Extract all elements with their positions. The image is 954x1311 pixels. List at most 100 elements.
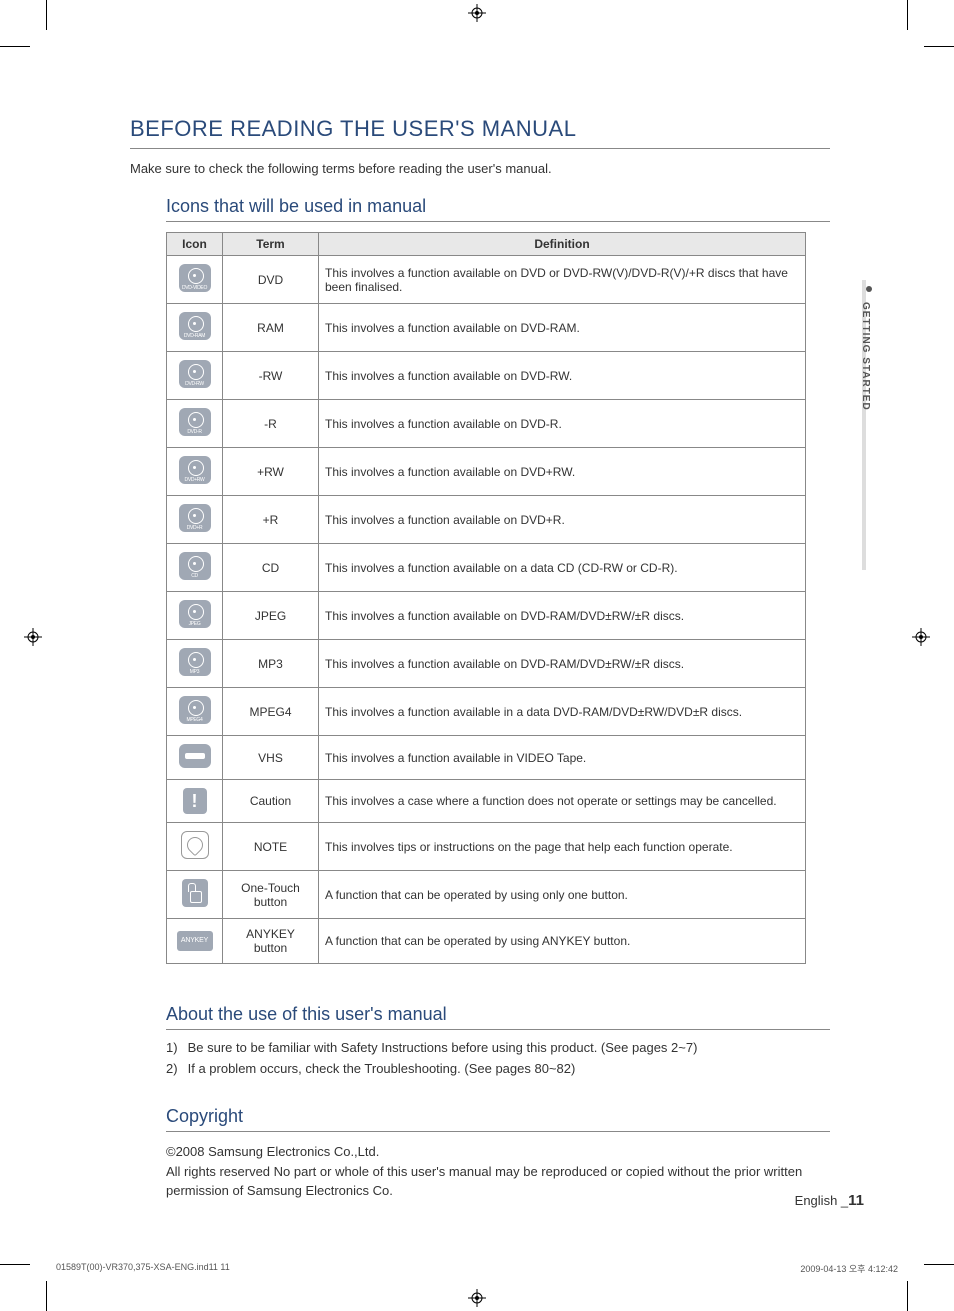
registration-mark-icon [24,628,42,646]
table-header-row: Icon Term Definition [167,233,806,256]
cell-definition: This involves a function available in a … [319,688,806,736]
disc-icon-label: DVD+RW [179,477,211,483]
cell-term: VHS [223,736,319,780]
vhs-icon [179,744,211,768]
crop-mark [924,1264,954,1265]
table-row: DVD-RW -RWThis involves a function availa… [167,352,806,400]
table-row: MP3MP3This involves a function available… [167,640,806,688]
note-icon [181,831,209,859]
list-item-number: 2) [166,1061,184,1076]
registration-mark-icon [468,4,486,22]
table-row: MPEG4MPEG4This involves a function avail… [167,688,806,736]
cell-term: JPEG [223,592,319,640]
disc-icon-label: JPEG [179,621,211,627]
about-list: 1) Be sure to be familiar with Safety In… [166,1040,830,1076]
section-icons-title: Icons that will be used in manual [166,196,830,222]
section-about-title: About the use of this user's manual [166,1004,830,1030]
imprint-left: 01589T(00)-VR370,375-XSA-ENG.ind11 11 [56,1262,230,1275]
table-row: DVD-VIDEODVDThis involves a function ava… [167,256,806,304]
cell-term: NOTE [223,823,319,871]
disc-icon: DVD+RW [179,456,211,484]
list-item-number: 1) [166,1040,184,1055]
page-title: BEFORE READING THE USER'S MANUAL [130,116,830,149]
table-row: ! CautionThis involves a case where a fun… [167,780,806,823]
crop-mark [907,1281,908,1311]
header-icon: Icon [167,233,223,256]
caution-icon: ! [183,788,207,814]
cell-term: MP3 [223,640,319,688]
cell-definition: This involves a function available in VI… [319,736,806,780]
imprint-line: 01589T(00)-VR370,375-XSA-ENG.ind11 11 20… [56,1262,898,1275]
cell-icon: DVD-RW [167,352,223,400]
header-term: Term [223,233,319,256]
crop-mark [46,1281,47,1311]
footer-page-number: 11 [848,1192,864,1209]
table-row: NOTEThis involves tips or instructions o… [167,823,806,871]
cell-icon: DVD+RW [167,448,223,496]
one-touch-icon [182,879,208,907]
cell-icon: CD [167,544,223,592]
crop-mark [0,46,30,47]
intro-text: Make sure to check the following terms b… [130,161,830,176]
disc-icon: DVD+R [179,504,211,532]
cell-term: One-Touch button [223,871,319,919]
cell-icon: DVD-RAM [167,304,223,352]
side-tab-dot-icon [866,286,872,292]
page-footer: English _11 [0,1192,864,1209]
cell-definition: This involves a function available on DV… [319,400,806,448]
list-item: 1) Be sure to be familiar with Safety In… [166,1040,830,1055]
disc-icon-label: DVD-VIDEO [179,285,211,291]
cell-icon: DVD-R [167,400,223,448]
table-row: JPEGJPEGThis involves a function availab… [167,592,806,640]
cell-definition: A function that can be operated by using… [319,871,806,919]
cell-term: RAM [223,304,319,352]
cell-definition: This involves tips or instructions on th… [319,823,806,871]
table-row: ANYKEY ANYKEY buttonA function that can b… [167,919,806,964]
cell-definition: This involves a function available on a … [319,544,806,592]
cell-definition: A function that can be operated by using… [319,919,806,964]
disc-icon-label: CD [179,573,211,579]
cell-term: ANYKEY button [223,919,319,964]
cell-term: Caution [223,780,319,823]
copyright-title: Copyright [166,1106,830,1132]
cell-definition: This involves a function available on DV… [319,496,806,544]
disc-icon: DVD-RW [179,360,211,388]
cell-definition: This involves a function available on DV… [319,640,806,688]
anykey-icon: ANYKEY [177,931,213,951]
disc-icon: DVD-VIDEO [179,264,211,292]
disc-icon: DVD-RAM [179,312,211,340]
cell-icon: ANYKEY [167,919,223,964]
cell-definition: This involves a function available on DV… [319,352,806,400]
disc-icon-label: DVD-R [179,429,211,435]
cell-term: CD [223,544,319,592]
page-content: BEFORE READING THE USER'S MANUAL Make su… [130,116,830,1201]
disc-icon: CD [179,552,211,580]
table-row: CDCDThis involves a function available o… [167,544,806,592]
crop-mark [907,0,908,30]
disc-icon-label: MP3 [179,669,211,675]
imprint-right: 2009-04-13 오후 4:12:42 [800,1262,898,1275]
cell-icon: ! [167,780,223,823]
disc-icon: MP3 [179,648,211,676]
side-tab-label: GETTING STARTED [860,302,871,411]
icons-table: Icon Term Definition DVD-VIDEODVDThis in… [166,232,806,964]
table-row: DVD-R-RThis involves a function availabl… [167,400,806,448]
cell-term: -RW [223,352,319,400]
disc-icon-label: DVD+R [179,525,211,531]
cell-icon [167,736,223,780]
cell-icon: DVD+R [167,496,223,544]
disc-icon: DVD-R [179,408,211,436]
cell-term: +RW [223,448,319,496]
table-row: DVD+R+RThis involves a function availabl… [167,496,806,544]
disc-icon: MPEG4 [179,696,211,724]
table-row: VHSThis involves a function available in… [167,736,806,780]
disc-icon: JPEG [179,600,211,628]
side-tab: GETTING STARTED [862,280,884,580]
cell-term: DVD [223,256,319,304]
cell-definition: This involves a case where a function do… [319,780,806,823]
list-item: 2) If a problem occurs, check the Troubl… [166,1061,830,1076]
cell-icon: DVD-VIDEO [167,256,223,304]
crop-mark [0,1264,30,1265]
table-row: DVD+RW+RWThis involves a function availa… [167,448,806,496]
crop-mark [46,0,47,30]
